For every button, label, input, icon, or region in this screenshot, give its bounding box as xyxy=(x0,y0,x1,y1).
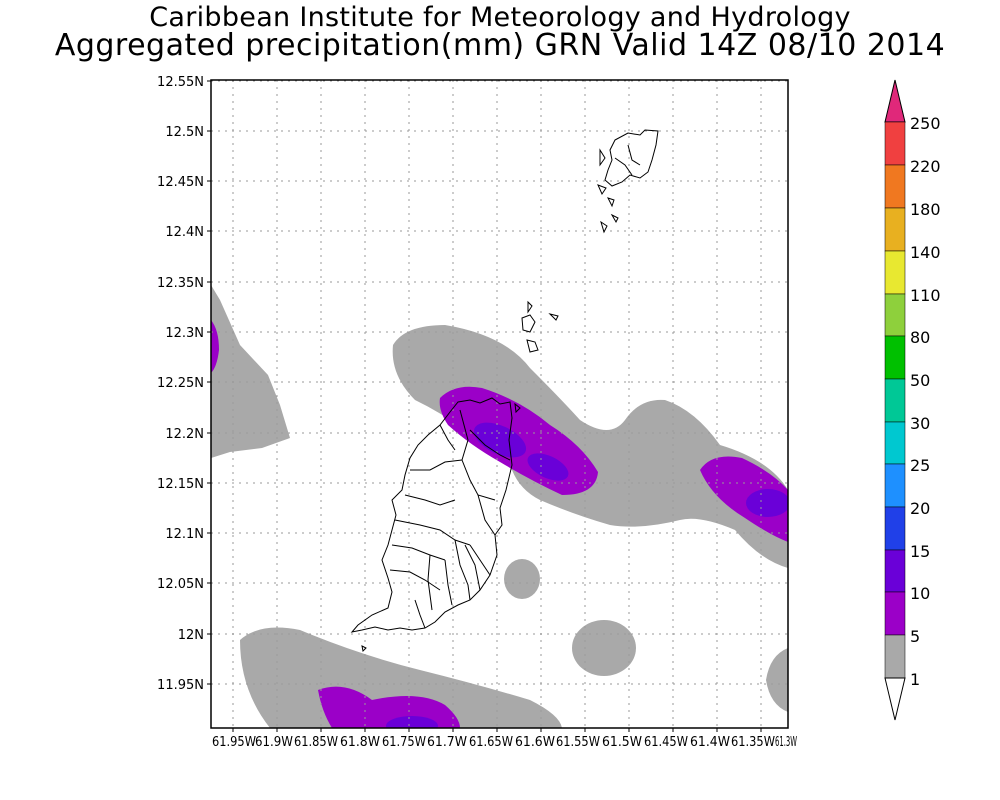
lat-label-12.5N: 12.5N xyxy=(165,125,204,140)
legend-label-5: 5 xyxy=(910,627,920,646)
lon-label-61.55W: 61.55W xyxy=(556,735,600,750)
legend-label-10: 10 xyxy=(910,584,930,603)
legend-swatch-5-10 xyxy=(884,591,906,636)
lat-labels: 12.55N 12.5N 12.45N 12.4N 12.35N 12.3N 1… xyxy=(157,75,204,693)
lon-label-61.3W: 61.3W xyxy=(775,735,797,750)
map-grid xyxy=(211,80,788,728)
lon-label-61.4W: 61.4W xyxy=(690,735,730,750)
map-frame xyxy=(210,79,789,729)
legend-label-1: 1 xyxy=(910,670,920,689)
legend-label-180: 180 xyxy=(910,200,941,219)
lat-label-12.55N: 12.55N xyxy=(157,75,204,90)
lat-label-12.35N: 12.35N xyxy=(157,276,204,291)
legend-swatch-10-15 xyxy=(884,549,906,593)
legend-swatch-110-140 xyxy=(884,250,906,295)
legend-swatch-1-5 xyxy=(884,634,906,679)
lon-label-61.8W: 61.8W xyxy=(340,735,380,750)
lat-label-12.4N: 12.4N xyxy=(165,225,204,240)
lat-ticks xyxy=(207,80,211,685)
precip-1-5mm xyxy=(211,285,788,728)
precip-10-15mm xyxy=(386,422,788,728)
legend-label-250: 250 xyxy=(910,114,941,133)
grenada-island-outline xyxy=(350,397,513,633)
lat-label-12.3N: 12.3N xyxy=(165,326,204,341)
chart-title-line2: Aggregated precipitation(mm) GRN Valid 1… xyxy=(54,28,946,63)
lon-ticks xyxy=(232,728,762,732)
lon-label-61.7W: 61.7W xyxy=(427,735,467,750)
lon-label-61.65W: 61.65W xyxy=(469,735,513,750)
legend-label-140: 140 xyxy=(910,243,941,262)
legend-top-arrow xyxy=(884,79,906,123)
chart-title-line1: Caribbean Institute for Meteorology and … xyxy=(149,2,851,33)
lat-label-12.05N: 12.05N xyxy=(157,577,204,592)
carriacou-islands-outline xyxy=(361,129,659,653)
legend-swatch-180-220 xyxy=(884,164,906,209)
lon-label-61.75W: 61.75W xyxy=(382,735,426,750)
lat-label-11.95N: 11.95N xyxy=(157,678,204,693)
legend-swatch-25-30 xyxy=(884,421,906,465)
legend-swatch-80-110 xyxy=(884,293,906,337)
lon-labels: 61.95W 61.9W 61.85W 61.8W 61.75W 61.7W 6… xyxy=(212,735,797,750)
lon-label-61.9W: 61.9W xyxy=(255,735,293,750)
lon-label-61.85W: 61.85W xyxy=(294,735,338,750)
lat-label-12.45N: 12.45N xyxy=(157,175,204,190)
legend-label-25: 25 xyxy=(910,456,930,475)
lon-label-61.35W: 61.35W xyxy=(731,735,775,750)
legend-swatch-30-50 xyxy=(884,378,906,423)
legend-swatch-220-250 xyxy=(884,121,906,166)
lon-label-61.95W: 61.95W xyxy=(212,735,256,750)
lon-label-61.5W: 61.5W xyxy=(602,735,642,750)
lon-label-61.45W: 61.45W xyxy=(644,735,688,750)
lat-label-12N: 12N xyxy=(178,628,204,643)
lon-label-61.6W: 61.6W xyxy=(515,735,555,750)
color-legend: 250 220 180 140 110 80 50 30 25 20 15 10… xyxy=(884,79,941,721)
legend-label-220: 220 xyxy=(910,157,941,176)
legend-swatch-140-180 xyxy=(884,207,906,252)
legend-label-15: 15 xyxy=(910,542,930,561)
legend-swatch-15-20 xyxy=(884,506,906,551)
lat-label-12.15N: 12.15N xyxy=(157,477,204,492)
precipitation-field xyxy=(211,285,788,728)
legend-label-20: 20 xyxy=(910,499,930,518)
legend-label-30: 30 xyxy=(910,414,930,433)
legend-swatch-50-80 xyxy=(884,335,906,380)
lat-label-12.1N: 12.1N xyxy=(165,527,204,542)
legend-swatch-20-25 xyxy=(884,463,906,508)
legend-label-80: 80 xyxy=(910,328,930,347)
lat-label-12.25N: 12.25N xyxy=(157,376,204,391)
legend-label-110: 110 xyxy=(910,286,941,305)
legend-bottom-arrow xyxy=(884,677,906,721)
lat-label-12.2N: 12.2N xyxy=(165,427,204,442)
legend-label-50: 50 xyxy=(910,371,930,390)
